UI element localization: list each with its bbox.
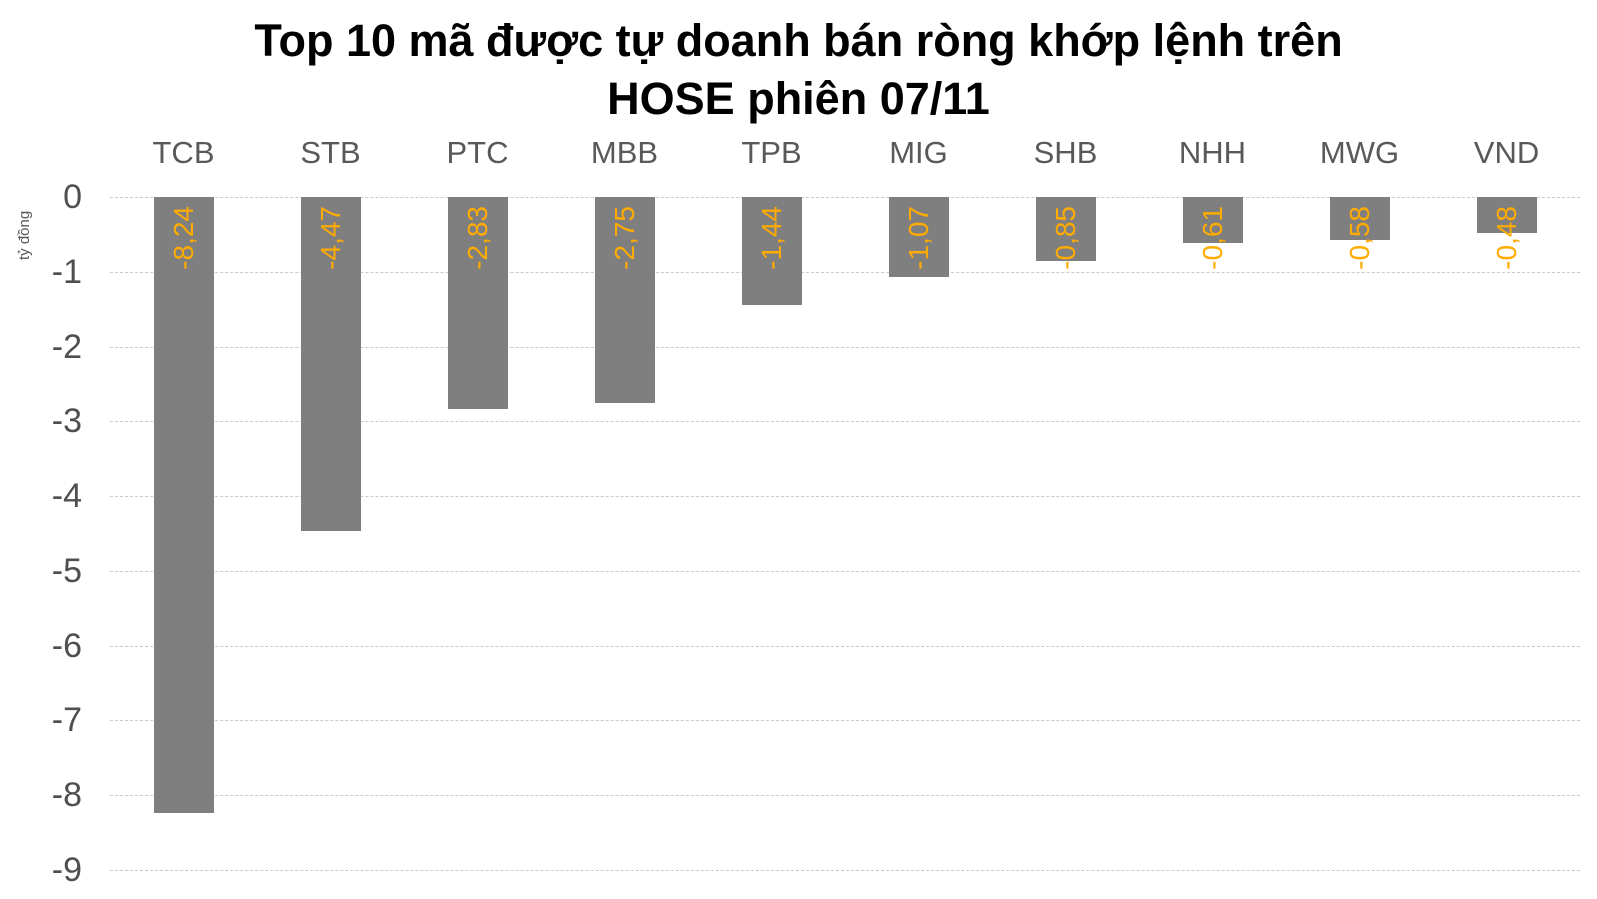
y-tick-label--4: -4 bbox=[51, 477, 82, 516]
bar-SHB: -0,85 bbox=[1035, 197, 1096, 270]
value-label-NHH: -0,61 bbox=[1196, 206, 1228, 270]
value-label-PTC: -2,83 bbox=[461, 206, 493, 270]
bar-MWG: -0,58 bbox=[1329, 197, 1390, 270]
value-label-MBB: -2,75 bbox=[608, 206, 640, 270]
category-label-NHH: NHH bbox=[1178, 135, 1247, 170]
gridline-y-1 bbox=[110, 271, 1580, 273]
bar-PTC: -2,83 bbox=[447, 197, 508, 409]
value-label-VND: -0,48 bbox=[1490, 206, 1522, 270]
bar-STB: -4,47 bbox=[300, 197, 361, 532]
y-tick-label--3: -3 bbox=[51, 402, 82, 441]
gridline-y-8 bbox=[110, 795, 1580, 797]
category-label-TCB: TCB bbox=[152, 135, 215, 170]
category-label-MBB: MBB bbox=[590, 135, 659, 170]
category-label-STB: STB bbox=[300, 135, 361, 170]
y-tick-label--2: -2 bbox=[51, 327, 82, 366]
value-label-TPB: -1,44 bbox=[755, 206, 787, 270]
value-label-MWG: -0,58 bbox=[1343, 206, 1375, 270]
gridline-y-4 bbox=[110, 496, 1580, 498]
gridline-y0 bbox=[110, 197, 1580, 198]
y-tick-label--1: -1 bbox=[51, 252, 82, 291]
bar-NHH: -0,61 bbox=[1182, 197, 1243, 270]
gridline-y-7 bbox=[110, 720, 1580, 722]
chart-title-line-1: Top 10 mã được tự doanh bán ròng khớp lệ… bbox=[254, 15, 1343, 66]
gridline-y-2 bbox=[110, 346, 1580, 348]
category-label-MIG: MIG bbox=[889, 135, 948, 170]
value-label-SHB: -0,85 bbox=[1049, 206, 1081, 270]
y-tick-label--6: -6 bbox=[51, 626, 82, 665]
gridline-y-5 bbox=[110, 570, 1580, 572]
gridline-y-6 bbox=[110, 645, 1580, 647]
chart-title: Top 10 mã được tự doanh bán ròng khớp lệ… bbox=[0, 12, 1597, 128]
bar-MBB: -2,75 bbox=[594, 197, 655, 403]
category-label-VND: VND bbox=[1473, 135, 1540, 170]
bar-MIG: -1,07 bbox=[888, 197, 949, 277]
value-label-STB: -4,47 bbox=[314, 206, 346, 270]
gridline-y-3 bbox=[110, 421, 1580, 423]
chart-title-line-2: HOSE phiên 07/11 bbox=[607, 73, 990, 124]
y-tick-label--9: -9 bbox=[51, 851, 82, 890]
category-label-SHB: SHB bbox=[1033, 135, 1098, 170]
y-tick-label--7: -7 bbox=[51, 701, 82, 740]
category-label-TPB: TPB bbox=[741, 135, 802, 170]
category-label-PTC: PTC bbox=[446, 135, 509, 170]
y-tick-label-0: 0 bbox=[63, 178, 82, 216]
gridline-y-9 bbox=[110, 870, 1580, 872]
value-label-TCB: -8,24 bbox=[167, 206, 199, 270]
y-tick-label--5: -5 bbox=[51, 551, 82, 590]
bar-VND: -0,48 bbox=[1476, 197, 1537, 270]
bar-TCB: -8,24 bbox=[153, 197, 214, 814]
y-tick-label--8: -8 bbox=[51, 776, 82, 815]
category-label-MWG: MWG bbox=[1319, 135, 1400, 170]
bar-TPB: -1,44 bbox=[741, 197, 802, 305]
value-label-MIG: -1,07 bbox=[902, 206, 934, 270]
